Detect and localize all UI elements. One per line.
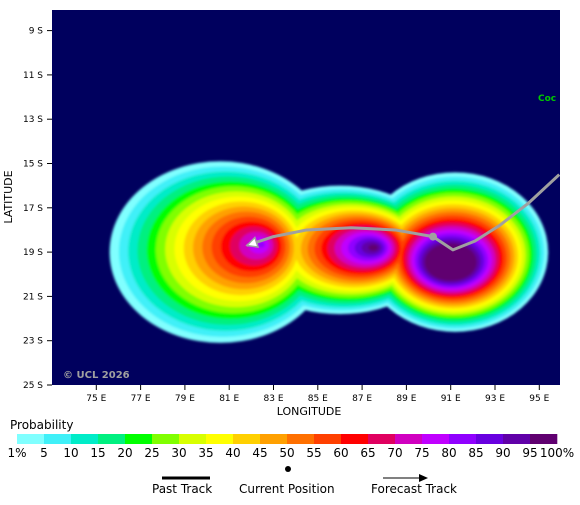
legend-swatch [98, 434, 126, 444]
current-position-symbol [285, 466, 291, 472]
lat-tick-label: 11 S [23, 71, 43, 81]
legend-label: 15 [90, 446, 106, 460]
lat-tick-label: 23 S [23, 337, 43, 347]
legend-label: 55 [306, 446, 322, 460]
forecast-track-label: Forecast Track [371, 482, 457, 496]
legend-label: 60 [333, 446, 349, 460]
copyright-label: © UCL 2026 [63, 370, 130, 381]
legend-swatch [17, 434, 45, 444]
legend-swatch [179, 434, 207, 444]
legend-label: 1% [7, 446, 27, 460]
lon-tick-label: 75 E [86, 394, 106, 404]
legend-swatch [152, 434, 180, 444]
latitude-axis: 9 S 11 S 13 S 15 S 17 S 19 S 21 S 23 S 25 S [23, 27, 52, 391]
legend-swatch [44, 434, 72, 444]
lat-tick-label: 25 S [23, 381, 43, 391]
legend-swatch [503, 434, 531, 444]
legend-label: 5 [40, 446, 48, 460]
forecast-arrowhead [245, 236, 260, 248]
legend-swatch [368, 434, 396, 444]
longitude-axis: 75 E 77 E 79 E 81 E 83 E 85 E 87 E 89 E 91 E 93 E… [86, 385, 550, 404]
forecast-track-line [245, 173, 560, 252]
lon-tick-label: 89 E [396, 394, 416, 404]
lon-tick-label: 79 E [175, 394, 195, 404]
legend-label: 65 [360, 446, 376, 460]
legend-swatch [341, 434, 369, 444]
x-axis-title: LONGITUDE [277, 405, 342, 418]
probability-level-19 [368, 243, 477, 282]
lon-tick-label: 83 E [264, 394, 284, 404]
legend-label: 50 [279, 446, 295, 460]
legend-label: 40 [225, 446, 241, 460]
lon-tick-label: 87 E [352, 394, 372, 404]
legend-label: 75 [414, 446, 430, 460]
legend-swatch [287, 434, 315, 444]
lat-tick-label: 15 S [23, 160, 43, 170]
legend-swatch [395, 434, 423, 444]
legend-label: 100% [539, 446, 575, 460]
legend-swatch [422, 434, 450, 444]
y-axis-title: LATITUDE [2, 170, 15, 223]
lat-tick-label: 13 S [23, 115, 43, 125]
legend-title: Probability [10, 418, 74, 432]
current-position-label: Current Position [239, 482, 335, 496]
legend-label: 30 [171, 446, 187, 460]
legend-label: 45 [252, 446, 268, 460]
legend-label: 35 [198, 446, 214, 460]
lon-tick-label: 91 E [441, 394, 461, 404]
lat-tick-label: 17 S [23, 204, 43, 214]
legend-label: 90 [495, 446, 511, 460]
lon-tick-label: 85 E [308, 394, 328, 404]
legend-swatch [476, 434, 504, 444]
legend-swatch [314, 434, 342, 444]
place-label-cocos: Coc [538, 94, 556, 104]
legend-label: 25 [144, 446, 160, 460]
lat-tick-label: 19 S [23, 248, 43, 258]
legend-swatch [449, 434, 477, 444]
probability-contours [109, 161, 549, 343]
lat-tick-label: 9 S [29, 27, 44, 37]
lon-tick-label: 93 E [485, 394, 505, 404]
legend-label: 80 [441, 446, 457, 460]
legend-label: 95 [522, 446, 538, 460]
legend-label: 20 [117, 446, 133, 460]
forecast-track-symbol [383, 474, 428, 482]
lat-tick-label: 21 S [23, 292, 43, 302]
lon-tick-label: 81 E [219, 394, 239, 404]
current-position-marker [428, 232, 437, 241]
legend-label: 70 [387, 446, 403, 460]
legend-swatch [530, 434, 558, 444]
legend-swatch [233, 434, 261, 444]
lon-tick-label: 77 E [131, 394, 151, 404]
lon-tick-label: 95 E [529, 394, 549, 404]
legend-swatch [125, 434, 153, 444]
legend-swatch [206, 434, 234, 444]
legend-label: 10 [63, 446, 79, 460]
legend-swatch [260, 434, 288, 444]
legend-swatch [71, 434, 99, 444]
probability-legend-bar [17, 434, 558, 444]
past-track-label: Past Track [152, 482, 213, 496]
legend-label: 85 [468, 446, 484, 460]
